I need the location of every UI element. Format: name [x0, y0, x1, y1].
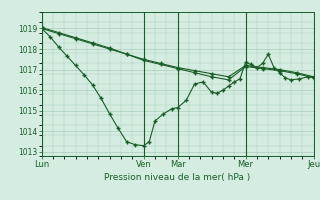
X-axis label: Pression niveau de la mer( hPa ): Pression niveau de la mer( hPa )	[104, 173, 251, 182]
